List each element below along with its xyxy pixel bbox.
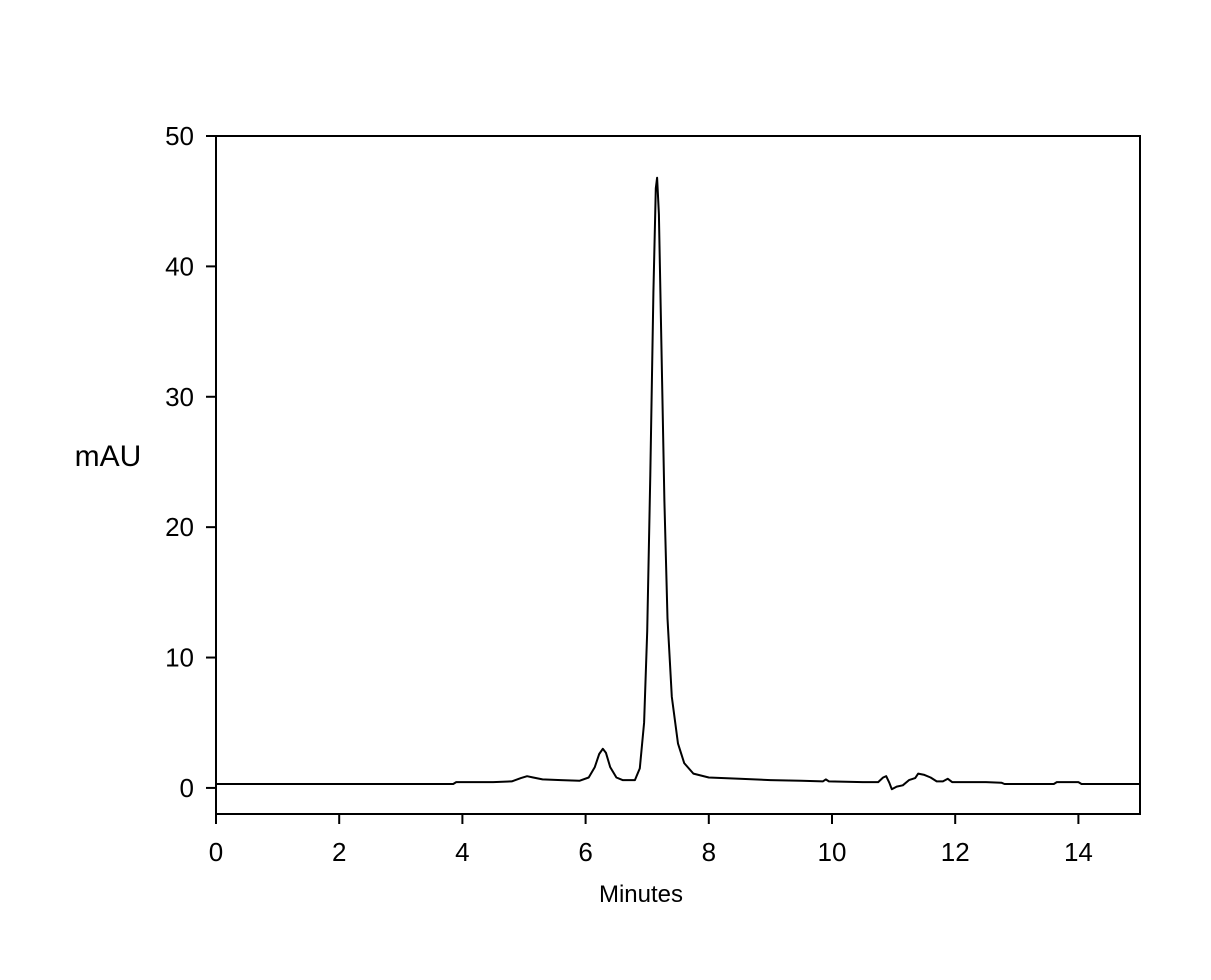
x-axis-title: Minutes xyxy=(599,881,683,908)
x-tick-label: 6 xyxy=(578,837,592,867)
x-tick-label: 8 xyxy=(702,837,716,867)
y-axis-title: mAU xyxy=(75,440,142,473)
plot-frame xyxy=(215,135,1141,815)
y-axis: 0 10 20 30 40 50 xyxy=(165,121,216,803)
x-tick-label: 10 xyxy=(818,837,847,867)
y-tick-label: 10 xyxy=(165,643,194,673)
x-tick-label: 2 xyxy=(332,837,346,867)
x-tick-label: 0 xyxy=(209,837,223,867)
x-tick-label: 4 xyxy=(455,837,469,867)
y-tick-label: 0 xyxy=(180,773,194,803)
y-tick-label: 50 xyxy=(165,121,194,151)
x-tick-label: 14 xyxy=(1064,837,1093,867)
series-line xyxy=(216,176,1140,791)
x-tick-label: 12 xyxy=(941,837,970,867)
y-tick-label: 20 xyxy=(165,512,194,542)
y-tick-label: 40 xyxy=(165,251,194,281)
y-tick-label: 30 xyxy=(165,382,194,412)
x-axis: 0 2 4 6 8 10 12 14 xyxy=(209,814,1093,867)
